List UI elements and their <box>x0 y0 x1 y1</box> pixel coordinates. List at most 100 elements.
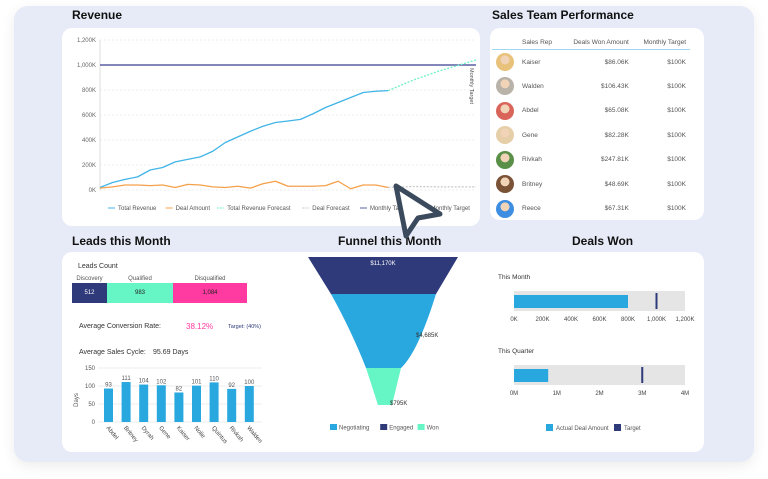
actual-bar <box>514 295 628 308</box>
y-tick-label: 600K <box>82 113 96 119</box>
x-tick-label: 1M <box>553 391 561 397</box>
x-tick-label: Britney <box>122 425 139 443</box>
bar <box>121 382 131 422</box>
monthly-target: $100K <box>667 205 686 213</box>
sales-team-title: Sales Team Performance <box>492 8 634 22</box>
deals-won-amount: $65.08K <box>604 107 629 115</box>
revenue-title: Revenue <box>72 8 123 22</box>
table-row[interactable]: Reece $67.31K $100K <box>492 197 690 221</box>
header-deals-won: Deals Won Amount <box>560 36 633 50</box>
x-tick-label: 1,200K <box>675 317 694 323</box>
deals-won-amount: $86.06K <box>604 58 629 66</box>
segment-discovery[interactable]: 512 <box>72 283 107 303</box>
x-tick-label: Quintus <box>210 425 228 445</box>
conversion-value: 38.12% <box>186 322 214 331</box>
funnel-stage-engaged <box>308 257 458 294</box>
bar <box>192 385 201 422</box>
legend-swatch <box>330 424 337 430</box>
legend-item: Negotiating <box>339 426 369 432</box>
total-revenue-line <box>99 89 389 189</box>
rep-name: Reece <box>522 205 541 213</box>
rep-name: Abdel <box>522 107 539 115</box>
table-row[interactable]: Britney $48.69K $100K <box>492 172 690 197</box>
y-tick-label: 200K <box>82 163 96 169</box>
x-tick-label: 200K <box>535 317 549 323</box>
legend-item: Target <box>624 426 641 432</box>
funnel-label: $795K <box>390 401 407 407</box>
table-row[interactable]: Abdel $65.08K $100K <box>492 99 690 124</box>
bar <box>227 388 237 422</box>
target-marker <box>641 367 644 383</box>
legend-item: Engaged <box>389 426 413 432</box>
deals-won-amount: $106.43K <box>601 82 629 90</box>
y-tick-label: 0 <box>92 420 96 426</box>
x-tick-label: 0M <box>510 391 518 397</box>
y-tick-label: 100 <box>85 384 96 390</box>
target-line-label: Monthly Target <box>468 68 474 104</box>
y-axis-label: Days <box>74 393 80 407</box>
actual-bar <box>514 369 549 382</box>
bullet-title: This Quarter <box>498 348 535 355</box>
bar <box>104 388 113 422</box>
x-tick-label: 600K <box>592 317 606 323</box>
segment-qualified[interactable]: 983 <box>107 283 173 303</box>
leads-bar: Discovery 512 Qualified 983 Disqualified 1,08… <box>72 276 247 303</box>
bottom-card: Leads Count Discovery 512 Qualified 983 Disq… <box>62 252 704 452</box>
segment-label: Disqualified <box>194 276 226 282</box>
conversion-label: Average Conversion Rate: <box>79 323 161 330</box>
x-tick-label: Walden <box>245 425 263 444</box>
x-tick-label: 400K <box>564 317 578 323</box>
funnel-stage-won <box>366 368 401 405</box>
deals-won-chart: This Month 0K 200K 400K 600K 800K 1,000K 1,200K… <box>498 274 695 432</box>
data-label: 93 <box>105 383 112 389</box>
table-row[interactable]: Walden $106.43K $100K <box>492 74 690 99</box>
x-tick-label: 1,000K <box>647 317 666 323</box>
funnel-stage-negotiating <box>331 294 436 368</box>
y-tick-label: 0K <box>89 188 96 194</box>
avatar <box>496 126 514 145</box>
deals-won-amount: $247.81K <box>601 156 629 164</box>
table-row[interactable]: Kaiser $86.06K $100K <box>492 50 690 75</box>
deal-amount-line <box>99 180 389 190</box>
x-tick-label: 0K <box>510 317 517 323</box>
data-label: 110 <box>209 376 219 382</box>
avatar <box>496 77 514 96</box>
y-tick-label: 50 <box>88 402 95 408</box>
bar <box>244 386 254 422</box>
data-label: 82 <box>176 386 183 392</box>
legend-swatch <box>546 424 553 431</box>
sales-cycle-label: Average Sales Cycle: <box>79 349 146 356</box>
deals-won-amount: $67.31K <box>604 205 629 213</box>
y-tick-label: 1,000K <box>77 63 96 69</box>
avatar <box>496 150 514 169</box>
x-tick-label: Rivkah <box>228 425 244 443</box>
data-label: 101 <box>191 380 202 386</box>
segment-disqualified[interactable]: 1,084 <box>173 283 247 303</box>
deals-won-amount: $82.28K <box>604 131 629 139</box>
funnel-chart: $11,170K $4,685K $795K Negotiating Engaged Wo… <box>308 257 458 432</box>
avatar <box>496 101 514 120</box>
y-tick-label: 400K <box>82 138 96 144</box>
deals-won-title: Deals Won <box>572 234 634 248</box>
x-tick-label: Gene <box>157 425 171 441</box>
legend-swatch <box>417 424 425 430</box>
y-tick-label: 150 <box>85 366 96 372</box>
header-monthly-target: Monthly Target <box>632 36 690 50</box>
avatar <box>496 175 514 194</box>
rep-name: Kaiser <box>522 58 541 66</box>
x-tick-label: Abdel <box>104 425 118 441</box>
data-label: 111 <box>122 376 132 382</box>
table-row[interactable]: Gene $82.28K $100K <box>492 123 690 148</box>
x-tick-label: Nolie <box>192 425 206 440</box>
legend-item: Total Revenue <box>118 206 157 212</box>
monthly-target: $100K <box>667 82 686 90</box>
target-marker <box>655 293 658 309</box>
sales-table: Sales Rep Deals Won Amount Monthly Target … <box>492 36 690 220</box>
data-label: 100 <box>244 380 255 386</box>
sales-cycle-chart: Days 0 50 100 150 93 Abdel 111 Britney 104 Dyrah 10… <box>74 366 263 445</box>
x-tick-label: 2M <box>595 391 603 397</box>
bar <box>209 382 219 422</box>
mouse-cursor-icon <box>393 183 443 239</box>
deals-won-amount: $48.69K <box>604 180 629 188</box>
table-row[interactable]: Rivkah $247.81K $100K <box>492 148 690 173</box>
